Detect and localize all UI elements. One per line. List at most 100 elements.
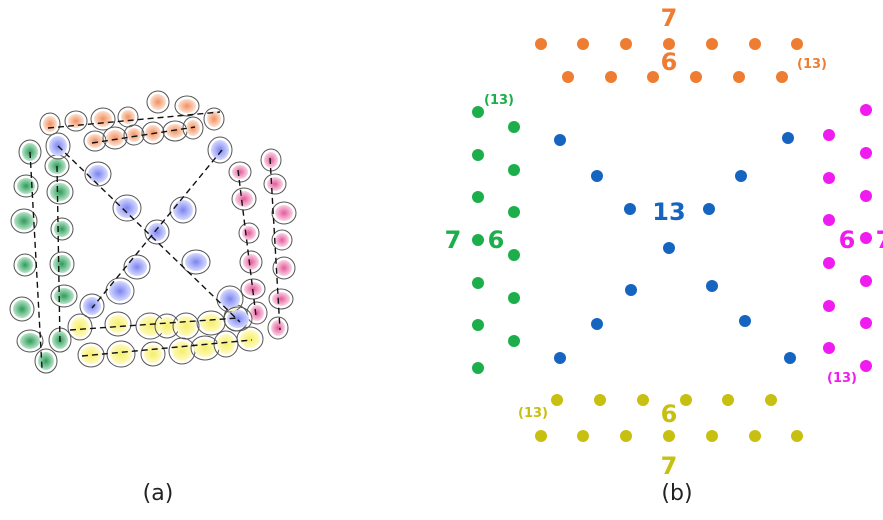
- pink-blob: [276, 260, 292, 276]
- magenta-dot: [823, 172, 835, 184]
- yellow-dot: [749, 430, 761, 442]
- yellow-blob-outline: [67, 313, 93, 341]
- green-blob-outline: [10, 208, 38, 234]
- orange-blob: [43, 116, 57, 132]
- orange-blob-outline: [39, 112, 61, 136]
- green-blob: [17, 257, 33, 273]
- blue-blob: [109, 281, 131, 301]
- orange-dot: [776, 71, 788, 83]
- dashed-line: [81, 339, 253, 357]
- magenta-dot: [823, 129, 835, 141]
- magenta-dot: [860, 232, 872, 244]
- yellow-dot: [663, 430, 675, 442]
- dashed-line: [47, 111, 221, 129]
- blue-blob: [185, 253, 207, 271]
- yellow-dot: [620, 430, 632, 442]
- blue-dot: [591, 170, 603, 182]
- panel-b-caption: (b): [661, 481, 692, 506]
- orange-blob: [207, 111, 221, 127]
- magenta-dot: [860, 360, 872, 372]
- green-dot: [472, 106, 484, 118]
- magenta-dot: [860, 275, 872, 287]
- pink-blob: [272, 292, 290, 306]
- orange-dot: [749, 38, 761, 50]
- pink-blob-outline: [231, 187, 257, 211]
- orange-blob-outline: [64, 110, 88, 132]
- dot-groups: [472, 38, 872, 442]
- green-blob: [54, 221, 70, 237]
- bottom-inner-label: 6: [661, 400, 678, 428]
- orange-dot: [647, 71, 659, 83]
- pink-blob-outline: [271, 229, 293, 251]
- blue-dot: [591, 318, 603, 330]
- pink-blob-outline: [272, 256, 296, 280]
- orange-blob-group: [39, 90, 225, 152]
- blue-dot: [784, 352, 796, 364]
- green-dot: [508, 121, 520, 133]
- blue-blob-outline: [84, 161, 112, 187]
- yellow-dot-group: [535, 394, 803, 442]
- green-dot: [508, 249, 520, 261]
- magenta-dot: [860, 147, 872, 159]
- yellow-dot: [680, 394, 692, 406]
- orange-dot: [690, 71, 702, 83]
- yellow-blob: [81, 346, 101, 364]
- magenta-dot: [860, 104, 872, 116]
- yellow-blob: [176, 316, 196, 336]
- yellow-blob: [110, 344, 132, 364]
- top-outer-label: 7: [661, 4, 678, 32]
- blue-dot: [739, 315, 751, 327]
- orange-blob: [127, 128, 141, 142]
- blue-blob-outline: [144, 219, 170, 245]
- green-dot-group: [472, 106, 520, 374]
- yellow-blob: [144, 345, 162, 363]
- green-blob-outline: [49, 251, 75, 277]
- yellow-blob: [139, 316, 161, 336]
- pink-blob: [275, 233, 289, 247]
- green-blob-outline: [13, 174, 39, 198]
- sketch-dashed-lines: [29, 111, 281, 369]
- green-blob-outline: [50, 217, 74, 241]
- pink-blob-outline: [267, 316, 289, 340]
- yellow-dot: [706, 430, 718, 442]
- yellow-dot: [791, 430, 803, 442]
- orange-dot: [577, 38, 589, 50]
- pink-blob-outline: [263, 173, 287, 195]
- yellow-blob: [200, 314, 222, 332]
- orange-blob-outline: [90, 107, 116, 131]
- yellow-dot: [594, 394, 606, 406]
- blue-dot: [554, 352, 566, 364]
- dashed-line: [269, 157, 281, 331]
- orange-dot-group: [535, 38, 803, 83]
- orange-dot: [620, 38, 632, 50]
- green-blob-outline: [9, 296, 35, 322]
- magenta-dot: [823, 342, 835, 354]
- blue-blob: [127, 258, 147, 276]
- yellow-blob-outline: [140, 341, 166, 367]
- green-blob: [54, 288, 74, 304]
- blue-dot: [663, 242, 675, 254]
- orange-dot: [605, 71, 617, 83]
- panel-b-diagram: 7 6 (13) 7 6 (13) 13 6 7 (13) 6 7 (13): [445, 4, 883, 480]
- pink-blob-group: [228, 148, 297, 340]
- orange-blob: [87, 134, 103, 148]
- blue-blob: [88, 165, 108, 183]
- yellow-dot: [637, 394, 649, 406]
- blue-dot-group: [554, 132, 796, 364]
- pink-blob: [267, 177, 283, 191]
- yellow-dot: [765, 394, 777, 406]
- magenta-dot: [860, 190, 872, 202]
- dashed-line: [237, 169, 257, 317]
- orange-blob: [106, 130, 124, 146]
- green-blob: [20, 333, 40, 349]
- green-dot: [508, 292, 520, 304]
- dashed-line: [29, 151, 43, 369]
- green-blob-outline: [46, 179, 74, 205]
- top-inner-label: 6: [661, 48, 678, 76]
- left-inner-label: 6: [488, 226, 505, 254]
- dashed-line: [91, 126, 196, 144]
- orange-blob-outline: [146, 90, 170, 114]
- blue-blob-group: [45, 132, 253, 332]
- blue-dot: [554, 134, 566, 146]
- dashed-line: [57, 145, 241, 323]
